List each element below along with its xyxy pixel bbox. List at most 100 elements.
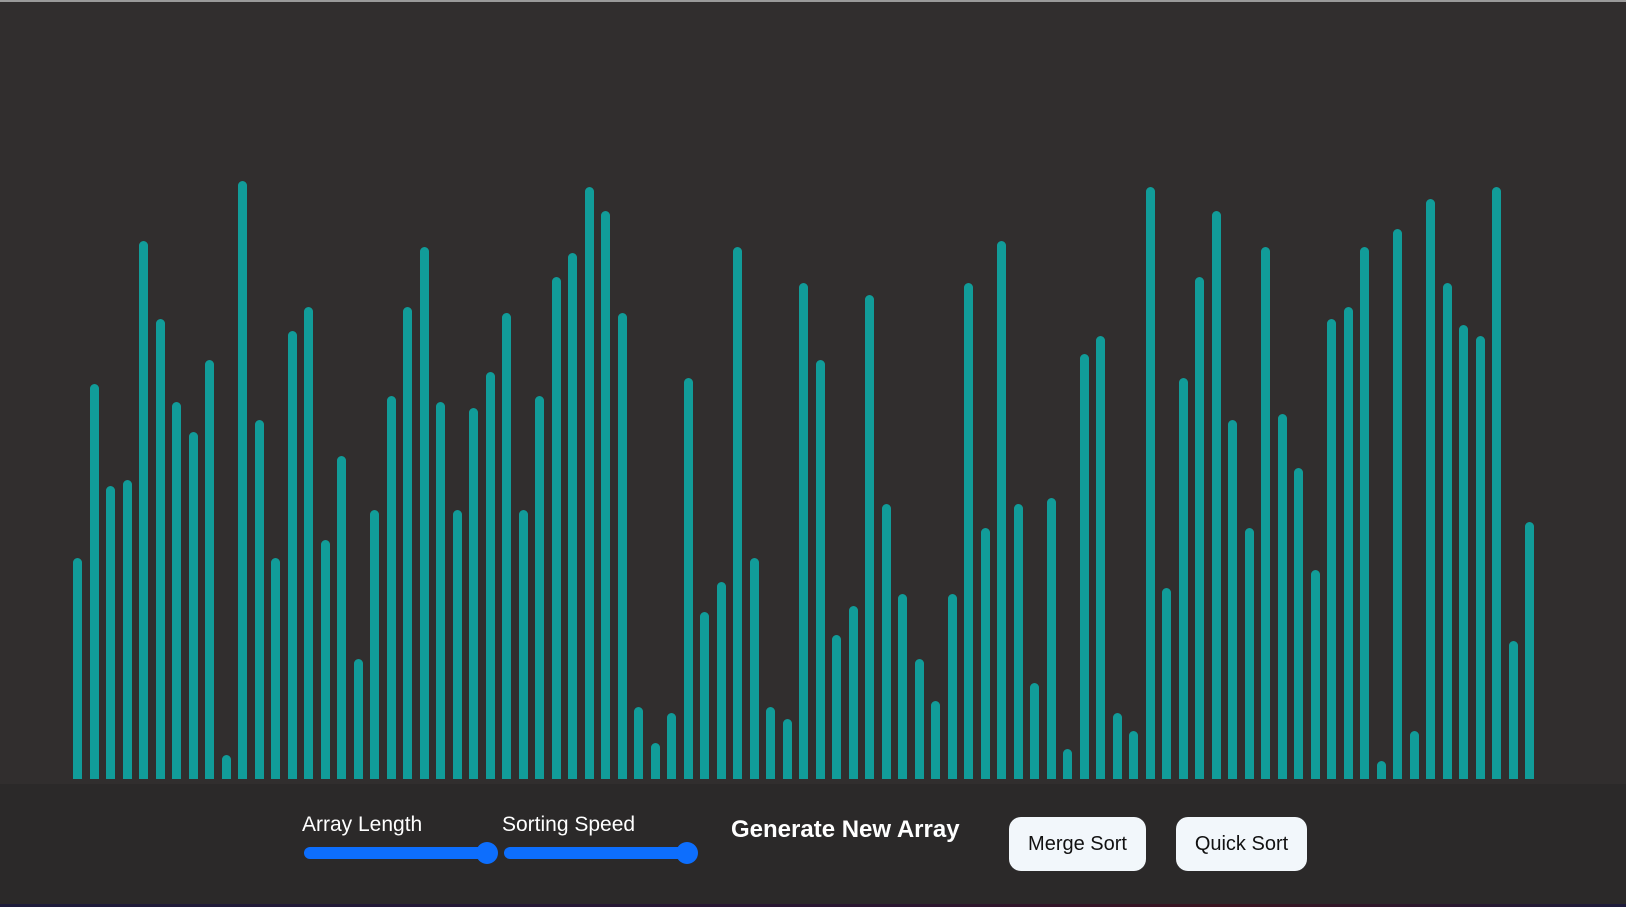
array-bar — [766, 707, 775, 779]
array-bar — [1129, 731, 1138, 779]
array-bar — [254, 420, 264, 779]
array-bar — [337, 456, 346, 779]
array-bar — [914, 659, 924, 779]
array-bar — [782, 719, 792, 779]
array-bar — [139, 240, 148, 779]
array-bar — [1063, 749, 1072, 779]
array-bar — [386, 396, 396, 779]
array-bar — [271, 557, 280, 779]
array-bar — [1244, 527, 1254, 779]
array-bars — [0, 2, 1626, 784]
array-bar — [419, 246, 429, 779]
array-bar — [568, 252, 577, 779]
array-bar — [601, 210, 610, 779]
array-bar — [947, 593, 957, 779]
array-bar — [749, 557, 759, 779]
array-bar — [881, 503, 891, 779]
array-bar — [799, 282, 808, 779]
array-bar — [617, 312, 627, 779]
array-bar — [89, 384, 99, 779]
array-bar — [535, 396, 544, 779]
array-bar — [980, 527, 990, 779]
array-bar — [304, 306, 313, 779]
array-bar — [1525, 521, 1534, 779]
array-bar — [848, 605, 858, 779]
array-bar — [106, 485, 115, 779]
array-bar — [287, 330, 297, 779]
array-bar — [188, 432, 198, 779]
array-bar — [1508, 641, 1518, 779]
array-bar — [370, 509, 379, 779]
array-bar — [172, 402, 181, 779]
array-bar — [997, 240, 1006, 779]
array-bar — [73, 557, 82, 779]
array-bar — [1030, 683, 1039, 779]
array-bar — [700, 611, 709, 779]
sorting-speed-slider-thumb[interactable] — [676, 842, 698, 864]
array-bar — [1096, 336, 1105, 779]
array-bar — [122, 480, 132, 779]
array-bar — [1360, 246, 1369, 779]
array-bar — [221, 755, 231, 779]
array-bar — [485, 372, 495, 779]
array-bar — [964, 282, 973, 779]
array-bar — [1228, 420, 1237, 779]
array-bar — [1277, 414, 1287, 779]
array-bar — [1079, 354, 1089, 779]
array-bar — [931, 701, 940, 779]
array-bar — [1195, 276, 1204, 779]
array-bar — [716, 581, 726, 779]
array-bar — [667, 713, 676, 779]
array-bar — [1013, 503, 1023, 779]
generate-new-array-button[interactable]: Generate New Array — [731, 814, 960, 846]
array-bar — [1112, 713, 1122, 779]
quick-sort-button[interactable]: Quick Sort — [1176, 817, 1307, 871]
array-bar — [832, 635, 841, 779]
array-bar — [1343, 306, 1353, 779]
array-bar — [1310, 569, 1320, 779]
array-bar — [452, 509, 462, 779]
array-bar — [1492, 186, 1501, 779]
visualizer-stage — [0, 2, 1626, 784]
array-bar — [815, 360, 825, 779]
array-bar — [683, 378, 693, 779]
array-bar — [584, 186, 594, 779]
array-bar — [436, 402, 445, 779]
array-bar — [1162, 587, 1171, 779]
array-bar — [469, 408, 478, 779]
window-top-edge — [0, 0, 1626, 2]
array-bar — [1261, 246, 1270, 779]
array-bar — [1145, 186, 1155, 779]
array-length-slider[interactable] — [304, 842, 498, 864]
array-bar — [1442, 282, 1452, 779]
array-bar — [865, 294, 874, 779]
array-bar — [1459, 324, 1468, 779]
array-length-control: Array Length — [302, 812, 498, 864]
array-bar — [155, 318, 165, 779]
array-bar — [1426, 198, 1435, 779]
bottom-edge — [0, 904, 1626, 907]
array-bar — [353, 659, 363, 779]
control-panel: Array Length Sorting Speed Generate New … — [0, 784, 1626, 907]
array-bar — [1211, 210, 1221, 779]
sorting-speed-slider[interactable] — [504, 842, 698, 864]
array-bar — [1409, 731, 1419, 779]
array-bar — [551, 276, 561, 779]
array-bar — [320, 539, 330, 779]
array-bar — [205, 360, 214, 779]
array-bar — [1393, 228, 1402, 779]
array-bar — [502, 312, 511, 779]
array-bar — [733, 246, 742, 779]
array-bar — [898, 593, 907, 779]
sorting-speed-label: Sorting Speed — [502, 813, 636, 836]
sorting-speed-control: Sorting Speed — [502, 812, 698, 864]
array-length-label: Array Length — [302, 813, 423, 836]
array-bar — [1376, 761, 1386, 779]
array-bar — [634, 707, 643, 779]
array-bar — [1475, 336, 1485, 779]
array-bar — [1178, 378, 1188, 779]
array-bar — [650, 743, 660, 779]
array-bar — [238, 181, 247, 779]
array-length-slider-thumb[interactable] — [476, 842, 498, 864]
merge-sort-button[interactable]: Merge Sort — [1009, 817, 1146, 871]
